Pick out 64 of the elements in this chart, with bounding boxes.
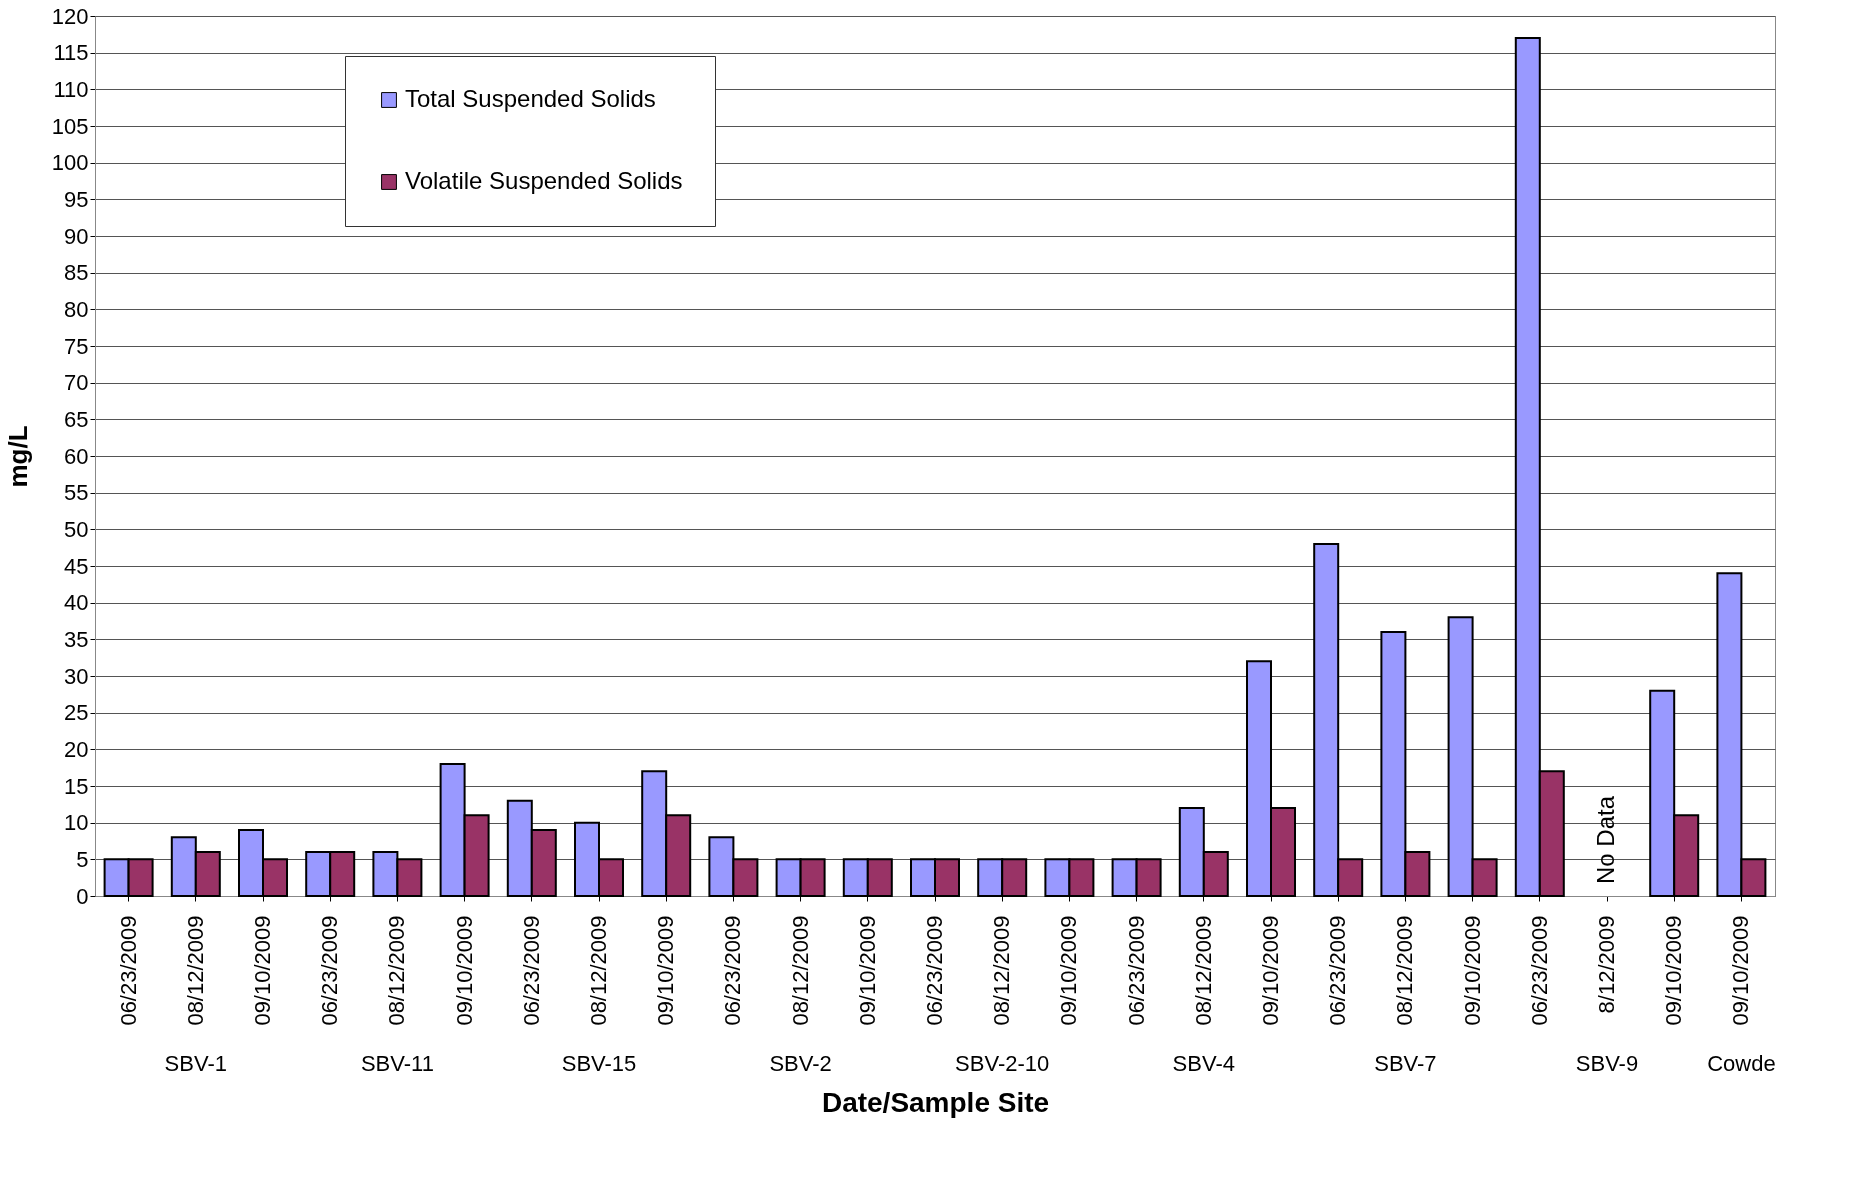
y-tick-label: 75 <box>64 333 89 359</box>
y-tick-label: 15 <box>64 773 89 799</box>
x-tick-label: 08/12/2009 <box>1190 915 1216 1026</box>
y-tick-label: 115 <box>53 40 89 66</box>
y-tick-label: 55 <box>64 480 89 506</box>
y-tick-label: 80 <box>64 296 89 322</box>
x-tick-label: 06/23/2009 <box>115 915 141 1026</box>
text: Cowde <box>1707 1051 1776 1076</box>
y-axis-title: mg/L <box>2 425 33 488</box>
x-tick-label: 09/10/2009 <box>1728 915 1754 1026</box>
text: SBV-11 <box>360 1051 434 1076</box>
y-tick-label: 10 <box>64 810 89 836</box>
y-tick-label: 110 <box>53 76 89 102</box>
y-tick-label: 0 <box>76 883 89 909</box>
x-tick-label: 09/10/2009 <box>1459 915 1485 1026</box>
x-axis-title: Date/Sample Site <box>821 1086 1050 1118</box>
text: SBV-1 <box>164 1051 227 1076</box>
x-tick-label: 08/12/2009 <box>182 915 208 1026</box>
y-tick-label: 95 <box>64 186 89 212</box>
y-tick-label: 70 <box>64 370 89 396</box>
text: SBV-2 <box>769 1051 832 1076</box>
text: SBV-9 <box>1575 1051 1639 1076</box>
x-tick-label: 8/12/2009 <box>1594 915 1619 1014</box>
x-tick-label: 08/12/2009 <box>586 915 611 1026</box>
y-tick-label: 100 <box>51 150 89 176</box>
x-tick-label: 09/10/2009 <box>451 915 477 1026</box>
x-tick-label: 06/23/2009 <box>317 915 343 1026</box>
y-tick-label: 45 <box>64 553 89 579</box>
legend-label: Volatile Suspended Solids <box>405 167 683 194</box>
y-tick-label: 85 <box>64 260 89 286</box>
x-tick-label: 06/23/2009 <box>1325 915 1351 1026</box>
x-tick-label: 09/10/2009 <box>1056 915 1082 1026</box>
x-tick-label: 08/12/2009 <box>989 915 1015 1026</box>
legend-label: Total Suspended Solids <box>405 85 656 112</box>
y-tick-label: 35 <box>64 626 89 652</box>
x-tick-label: 08/12/2009 <box>384 915 410 1026</box>
y-tick-label: 30 <box>64 663 89 689</box>
y-tick-label: 25 <box>64 700 89 726</box>
y-tick-label: 65 <box>64 406 89 432</box>
y-tick-label: 40 <box>64 590 89 616</box>
text: SBV-7 <box>1374 1051 1437 1076</box>
x-tick-label: 09/10/2009 <box>653 915 679 1026</box>
y-tick-label: 120 <box>51 3 89 29</box>
y-tick-label: 5 <box>76 846 89 872</box>
x-tick-label: 09/10/2009 <box>1258 915 1283 1026</box>
x-tick-label: 08/12/2009 <box>787 915 813 1026</box>
y-tick-label: 50 <box>64 516 89 542</box>
x-tick-label: 09/10/2009 <box>250 915 275 1026</box>
y-tick-label: 20 <box>64 736 89 762</box>
annotation: No Data <box>1592 795 1619 884</box>
y-tick-label: 60 <box>64 443 89 469</box>
x-tick-label: 06/23/2009 <box>1123 915 1149 1026</box>
x-tick-label: 08/12/2009 <box>1392 915 1418 1026</box>
text: SBV-15 <box>561 1051 637 1076</box>
x-tick-label: 06/23/2009 <box>720 915 746 1026</box>
y-tick-label: 105 <box>51 113 89 139</box>
x-tick-label: 09/10/2009 <box>854 915 880 1026</box>
x-tick-label: 06/23/2009 <box>922 915 947 1026</box>
text: SBV-4 <box>1172 1051 1235 1076</box>
y-tick-label: 90 <box>64 223 89 249</box>
x-tick-label: 09/10/2009 <box>1661 915 1687 1026</box>
text: SBV-2-10 <box>955 1051 1050 1076</box>
x-tick-label: 06/23/2009 <box>1526 915 1552 1026</box>
x-tick-label: 06/23/2009 <box>518 915 544 1026</box>
